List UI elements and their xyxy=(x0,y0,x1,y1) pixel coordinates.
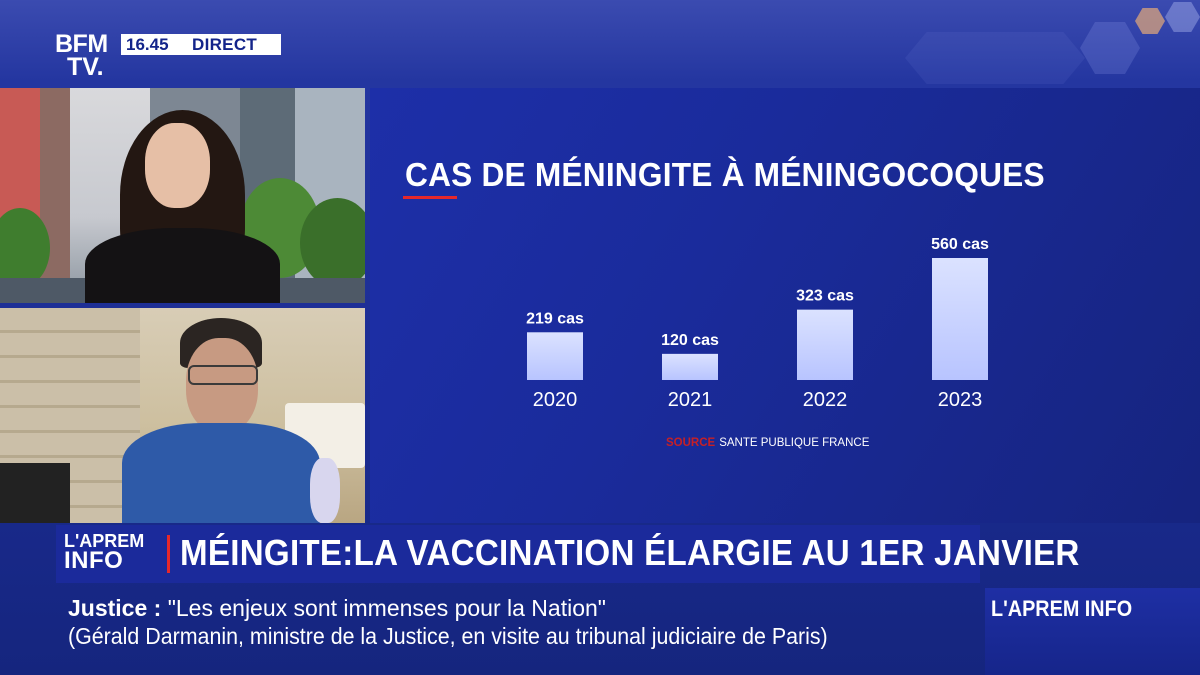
ticker-attribution: (Gérald Darmanin, ministre de la Justice… xyxy=(68,623,828,649)
guest-video xyxy=(0,308,365,523)
channel-logo: BFM TV. xyxy=(55,30,108,81)
x-tick-2023: 2023 xyxy=(938,389,983,411)
x-tick-2020: 2020 xyxy=(533,389,578,411)
headline-bar: L'APREM INFO MÉINGITE:LA VACCINATION ÉLA… xyxy=(56,525,1079,583)
x-tick-2021: 2021 xyxy=(668,389,713,411)
x-tick-2022: 2022 xyxy=(803,389,848,411)
ticker-quote: "Les enjeux sont immenses pour la Nation… xyxy=(167,595,606,621)
presenter-body xyxy=(85,228,280,303)
logo-line2: TV. xyxy=(67,53,104,81)
data-label-2022: 323 cas xyxy=(796,288,854,305)
bar-2020 xyxy=(527,332,583,380)
clock-time: 16.45 xyxy=(126,34,169,54)
data-label-2023: 560 cas xyxy=(931,236,989,253)
hexagon-decoration xyxy=(1165,2,1200,32)
ticker-keyword: Justice xyxy=(68,595,148,621)
bar-chart: 219 cas 2020 120 cas 2021 323 cas 2022 560 cas… xyxy=(526,236,989,411)
logo-line1: BFM xyxy=(55,30,108,58)
time-bar: 16.45 DIRECT xyxy=(121,34,281,55)
bar-2023 xyxy=(932,258,988,380)
program-logo-line1: L'APREM xyxy=(64,531,145,551)
news-ticker: Justice : "Les enjeux sont immenses pour… xyxy=(56,588,984,675)
data-label-2021: 120 cas xyxy=(661,332,719,349)
ticker-line1: Justice : "Les enjeux sont immenses pour… xyxy=(68,595,606,622)
live-label: DIRECT xyxy=(192,34,258,54)
guest-body xyxy=(122,423,320,523)
program-brand-box: L'APREM INFO xyxy=(985,588,1200,675)
data-label-2020: 219 cas xyxy=(526,310,584,327)
source-keyword: SOURCE xyxy=(666,437,716,449)
chart-source: SOURCE SANTE PUBLIQUE FRANCE xyxy=(666,437,869,449)
program-brand: L'APREM INFO xyxy=(991,596,1133,621)
program-logo-line2: INFO xyxy=(64,547,124,575)
headline-separator xyxy=(167,535,170,573)
source-text: SANTE PUBLIQUE FRANCE xyxy=(719,437,870,449)
program-logo: L'APREM INFO xyxy=(64,531,145,575)
presenter-face xyxy=(145,123,210,208)
chart-title: CAS DE MÉNINGITE À MÉNINGOCOQUES xyxy=(405,156,1045,193)
ticker-separator: : xyxy=(147,595,168,621)
chart-panel: CAS DE MÉNINGITE À MÉNINGOCOQUES 219 cas… xyxy=(370,88,1200,523)
headline-text: MÉINGITE:LA VACCINATION ÉLARGIE AU 1ER J… xyxy=(180,532,1080,573)
bar-2021 xyxy=(662,353,718,380)
guest-glasses xyxy=(188,365,258,385)
bar-2022 xyxy=(797,309,853,380)
title-underline xyxy=(403,196,457,199)
hexagon-decoration xyxy=(905,32,1085,84)
guest-face xyxy=(186,338,258,433)
presenter-video xyxy=(0,88,365,303)
